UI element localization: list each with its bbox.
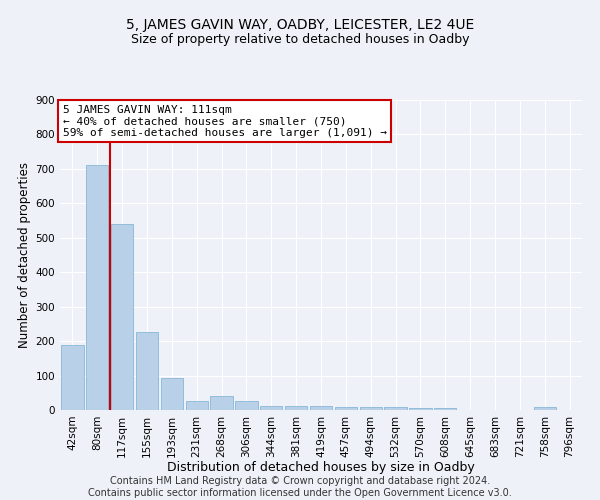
- Bar: [533, 407, 556, 410]
- Bar: [385, 407, 407, 410]
- Bar: [434, 408, 457, 410]
- Text: 5, JAMES GAVIN WAY, OADBY, LEICESTER, LE2 4UE: 5, JAMES GAVIN WAY, OADBY, LEICESTER, LE…: [126, 18, 474, 32]
- Bar: [335, 406, 357, 410]
- X-axis label: Distribution of detached houses by size in Oadby: Distribution of detached houses by size …: [167, 461, 475, 474]
- Bar: [185, 400, 208, 410]
- Bar: [86, 166, 109, 410]
- Bar: [136, 332, 158, 410]
- Bar: [61, 345, 83, 410]
- Bar: [310, 406, 332, 410]
- Y-axis label: Number of detached properties: Number of detached properties: [19, 162, 31, 348]
- Bar: [161, 378, 183, 410]
- Bar: [359, 407, 382, 410]
- Bar: [260, 406, 283, 410]
- Text: Contains HM Land Registry data © Crown copyright and database right 2024.
Contai: Contains HM Land Registry data © Crown c…: [88, 476, 512, 498]
- Bar: [111, 224, 133, 410]
- Text: 5 JAMES GAVIN WAY: 111sqm
← 40% of detached houses are smaller (750)
59% of semi: 5 JAMES GAVIN WAY: 111sqm ← 40% of detac…: [62, 104, 386, 138]
- Bar: [409, 408, 431, 410]
- Bar: [211, 396, 233, 410]
- Bar: [285, 406, 307, 410]
- Text: Size of property relative to detached houses in Oadby: Size of property relative to detached ho…: [131, 32, 469, 46]
- Bar: [235, 400, 257, 410]
